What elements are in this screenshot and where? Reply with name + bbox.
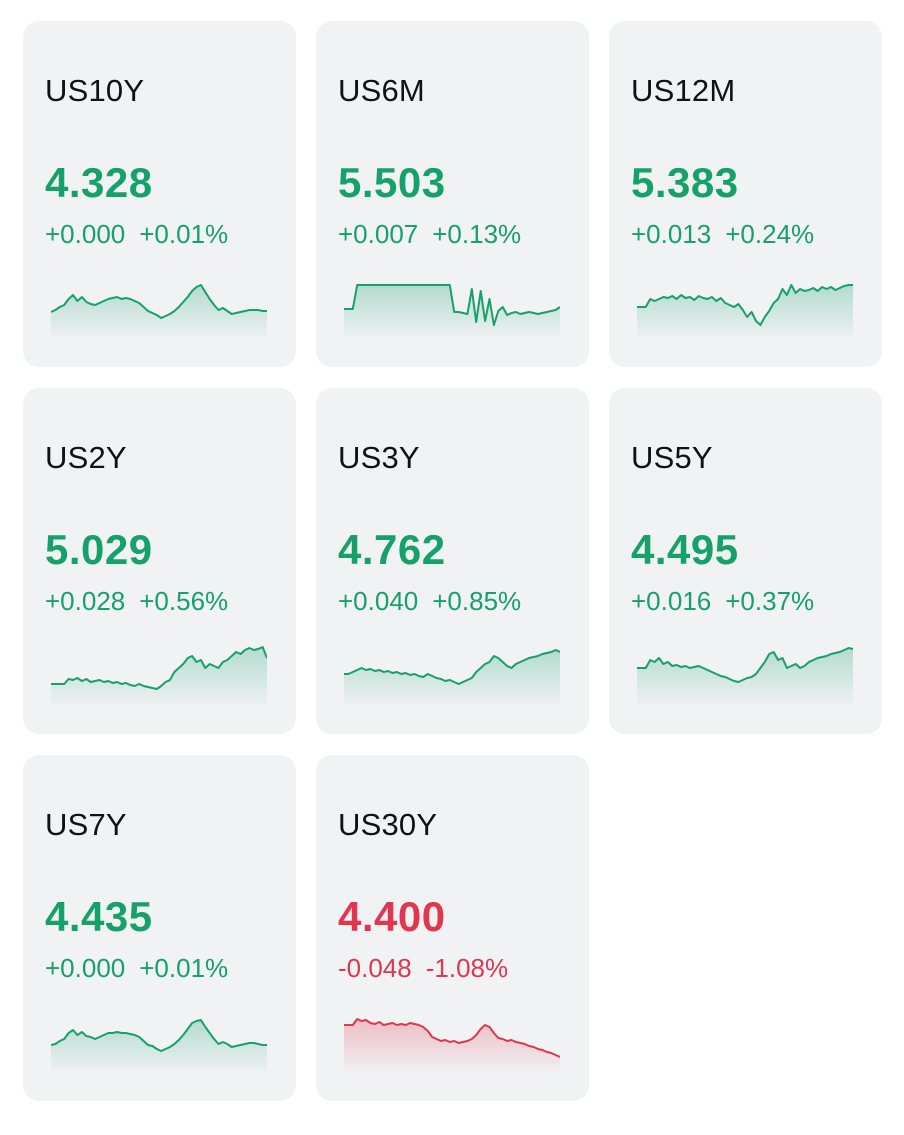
price-value: 4.762	[338, 526, 446, 573]
sparkline-area	[344, 650, 560, 704]
card-us10y[interactable]: US10Y 4.328 +0.000 +0.01%	[23, 21, 296, 367]
change-row: -0.048 -1.08%	[338, 953, 508, 984]
change-row: +0.007 +0.13%	[338, 219, 521, 250]
card-us12m[interactable]: US12M 5.383 +0.013 +0.24%	[609, 21, 882, 367]
card-us2y[interactable]: US2Y 5.029 +0.028 +0.56%	[23, 388, 296, 734]
symbol-label: US2Y	[45, 440, 127, 475]
price-value: 4.400	[338, 893, 446, 940]
change-row: +0.013 +0.24%	[631, 219, 814, 250]
card-us7y[interactable]: US7Y 4.435 +0.000 +0.01%	[23, 755, 296, 1101]
sparkline-line	[344, 649, 560, 685]
change-row: +0.000 +0.01%	[45, 219, 228, 250]
percent-value: +0.13%	[432, 219, 522, 249]
card-us30y[interactable]: US30Y 4.400 -0.048 -1.08%	[316, 755, 589, 1101]
card-us3y[interactable]: US3Y 4.762 +0.040 +0.85%	[316, 388, 589, 734]
sparkline-line	[51, 284, 267, 319]
change-value: +0.007	[338, 219, 419, 249]
price-value: 4.435	[45, 893, 153, 940]
symbol-label: US3Y	[338, 440, 420, 475]
percent-value: +0.37%	[725, 586, 815, 616]
sparkline-chart	[344, 649, 560, 704]
sparkline-area	[637, 648, 853, 704]
sparkline-chart	[637, 647, 853, 704]
percent-value: +0.01%	[139, 953, 229, 983]
percent-value: +0.01%	[139, 219, 229, 249]
symbol-label: US5Y	[631, 440, 713, 475]
symbol-label: US10Y	[45, 73, 145, 108]
change-value: +0.016	[631, 586, 712, 616]
sparkline-line	[344, 284, 560, 326]
sparkline-area	[637, 285, 853, 337]
sparkline-line	[51, 646, 267, 690]
sparkline-area	[51, 1020, 267, 1071]
sparkline-area	[344, 285, 560, 337]
percent-value: +0.56%	[139, 586, 229, 616]
sparkline-chart	[637, 284, 853, 337]
watchlist-grid: US10Y 4.328 +0.000 +0.01% US6M 5.503 +0.0…	[23, 21, 882, 1101]
change-row: +0.040 +0.85%	[338, 586, 521, 617]
symbol-label: US30Y	[338, 807, 438, 842]
price-value: 5.029	[45, 526, 153, 573]
change-row: +0.000 +0.01%	[45, 953, 228, 984]
change-value: +0.028	[45, 586, 126, 616]
percent-value: +0.24%	[725, 219, 815, 249]
price-value: 5.383	[631, 159, 739, 206]
symbol-label: US12M	[631, 73, 736, 108]
sparkline-area	[344, 1019, 560, 1071]
price-value: 5.503	[338, 159, 446, 206]
sparkline-area	[51, 285, 267, 337]
sparkline-line	[51, 1019, 267, 1052]
change-row: +0.028 +0.56%	[45, 586, 228, 617]
sparkline-area	[51, 647, 267, 704]
sparkline-line	[637, 284, 853, 326]
card-us6m[interactable]: US6M 5.503 +0.007 +0.13%	[316, 21, 589, 367]
price-value: 4.328	[45, 159, 153, 206]
percent-value: -1.08%	[425, 953, 509, 983]
symbol-label: US6M	[338, 73, 425, 108]
card-us5y[interactable]: US5Y 4.495 +0.016 +0.37%	[609, 388, 882, 734]
sparkline-chart	[344, 1018, 560, 1071]
change-value: +0.013	[631, 219, 712, 249]
change-row: +0.016 +0.37%	[631, 586, 814, 617]
price-value: 4.495	[631, 526, 739, 573]
sparkline-chart	[51, 284, 267, 337]
change-value: +0.000	[45, 219, 126, 249]
percent-value: +0.85%	[432, 586, 522, 616]
change-value: -0.048	[338, 953, 412, 983]
sparkline-chart	[344, 284, 560, 337]
sparkline-chart	[51, 1019, 267, 1071]
sparkline-line	[344, 1018, 560, 1058]
change-value: +0.000	[45, 953, 126, 983]
sparkline-chart	[51, 646, 267, 704]
sparkline-line	[637, 647, 853, 683]
symbol-label: US7Y	[45, 807, 127, 842]
change-value: +0.040	[338, 586, 419, 616]
